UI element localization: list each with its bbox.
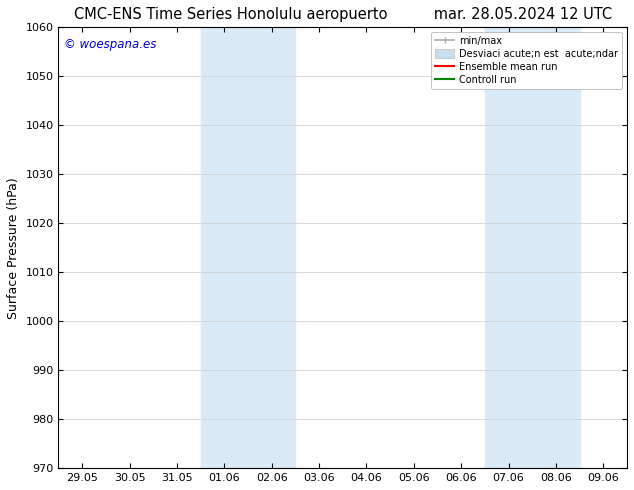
- Title: CMC-ENS Time Series Honolulu aeropuerto          mar. 28.05.2024 12 UTC: CMC-ENS Time Series Honolulu aeropuerto …: [74, 7, 612, 22]
- Bar: [485, 27, 579, 468]
- Legend: min/max, Desviaci acute;n est  acute;ndar, Ensemble mean run, Controll run: min/max, Desviaci acute;n est acute;ndar…: [431, 32, 622, 89]
- Text: © woespana.es: © woespana.es: [64, 38, 157, 51]
- Y-axis label: Surface Pressure (hPa): Surface Pressure (hPa): [7, 177, 20, 318]
- Bar: [200, 27, 295, 468]
